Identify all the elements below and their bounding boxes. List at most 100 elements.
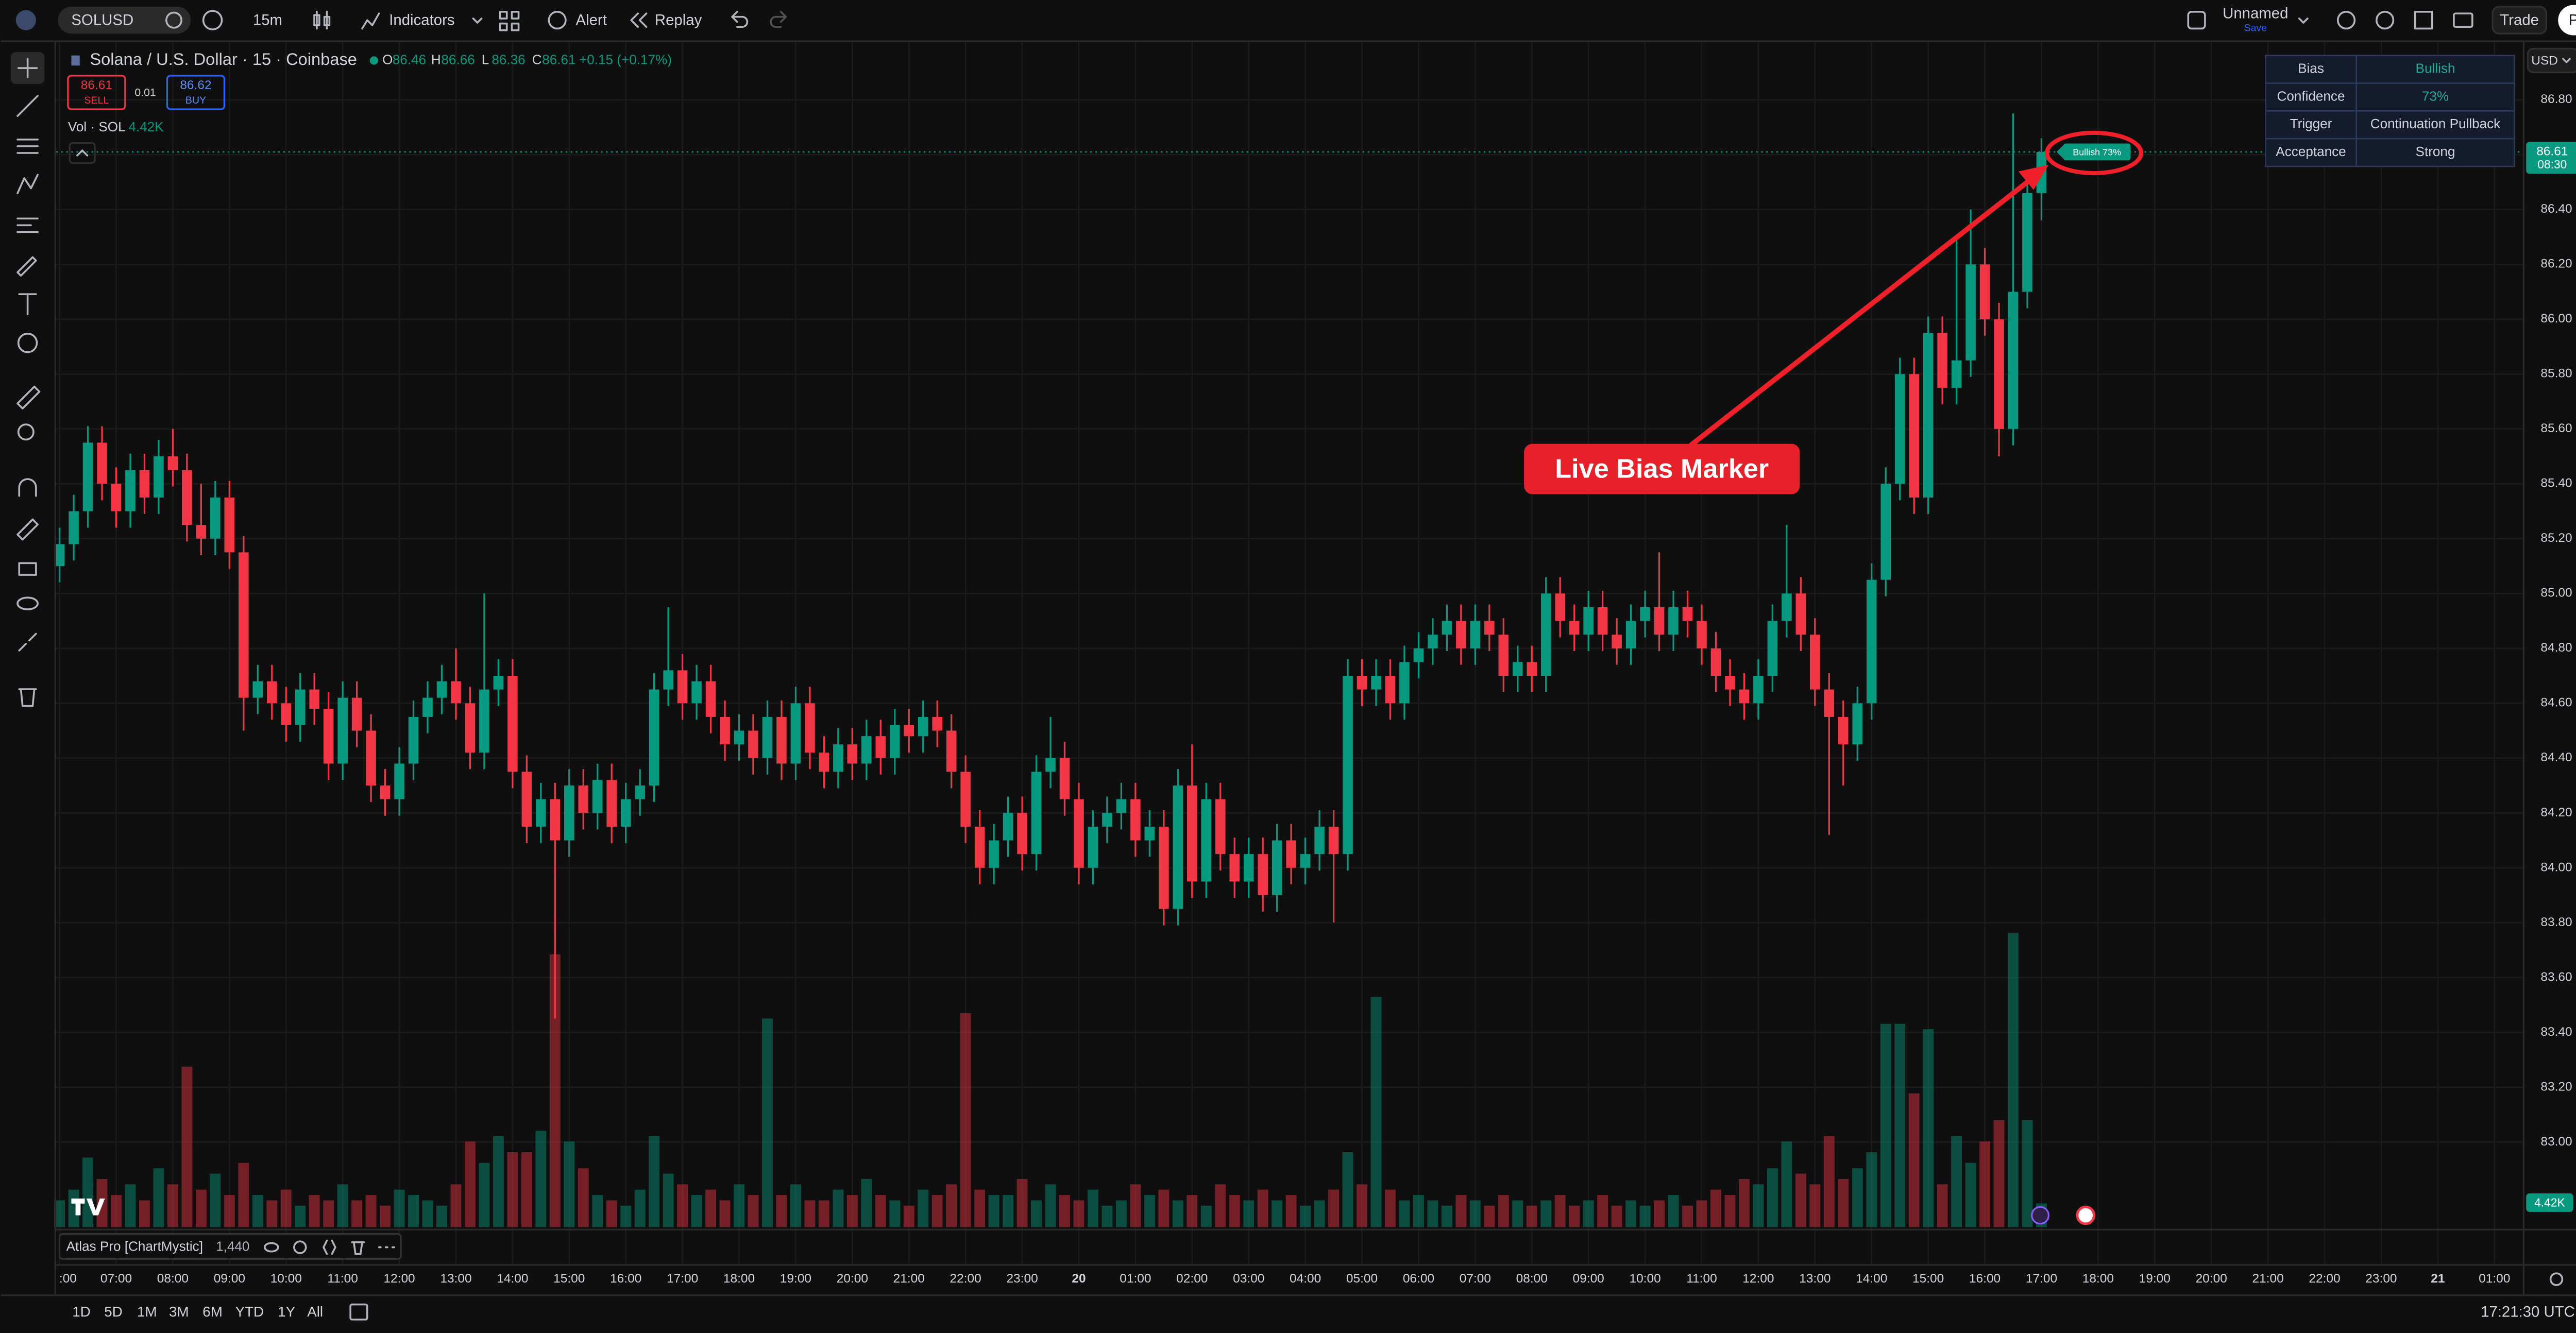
volume-bar <box>1923 1029 1934 1227</box>
undo[interactable] <box>731 11 749 28</box>
brush-tool[interactable] <box>16 256 37 277</box>
indicator-source[interactable] <box>323 1239 336 1255</box>
fullscreen[interactable] <box>2414 11 2433 30</box>
logo[interactable] <box>15 10 36 30</box>
sell-price[interactable]: 86.61 <box>81 78 112 92</box>
currency[interactable]: USD <box>2531 54 2558 68</box>
text-tool[interactable] <box>18 293 37 316</box>
fib-tool[interactable] <box>16 139 39 154</box>
volume-bar <box>1243 1200 1255 1227</box>
x-tick-label: 07:00 <box>1460 1272 1491 1286</box>
vol-label: Vol · SOL <box>68 119 126 134</box>
layout-name[interactable]: Unnamed <box>2223 5 2288 22</box>
x-tick-label: 20 <box>1072 1272 1086 1286</box>
replay-icon[interactable] <box>630 12 648 28</box>
add-symbol[interactable] <box>202 10 223 30</box>
indicators-icon[interactable] <box>361 12 380 30</box>
collapse-icon[interactable] <box>76 149 89 157</box>
layout-menu[interactable] <box>2298 18 2309 24</box>
trash-tool[interactable] <box>18 688 37 707</box>
symbol[interactable]: SOLUSD <box>71 12 133 29</box>
indicator-box[interactable] <box>58 1233 402 1260</box>
candle-body <box>1456 621 1466 648</box>
range-button[interactable]: 6M <box>202 1304 223 1320</box>
alert-icon[interactable] <box>548 11 567 30</box>
candle-body <box>833 744 843 772</box>
snapshot[interactable] <box>2453 12 2473 28</box>
currency-button[interactable] <box>2527 48 2576 73</box>
interval[interactable]: 15m <box>253 12 282 29</box>
candles <box>54 113 2047 1019</box>
volume-bar <box>1880 1023 1891 1227</box>
settings[interactable] <box>2375 11 2395 30</box>
trade-button[interactable] <box>2492 6 2548 35</box>
range-button[interactable]: YTD <box>235 1304 264 1320</box>
layout-icon[interactable] <box>2187 11 2206 30</box>
quick-search[interactable] <box>2336 11 2356 30</box>
save[interactable]: Save <box>2244 23 2267 34</box>
alert[interactable]: Alert <box>576 12 607 29</box>
candle-body <box>139 470 150 498</box>
axis-settings[interactable] <box>2549 1272 2564 1286</box>
layouts[interactable] <box>499 11 520 31</box>
link-tool[interactable] <box>18 633 37 652</box>
candle-body <box>1866 579 1877 704</box>
indicator-name[interactable]: Atlas Pro [ChartMystic] <box>66 1238 203 1254</box>
emoji-tool[interactable] <box>17 333 38 353</box>
zoom-tool[interactable] <box>17 423 35 441</box>
sell-button[interactable] <box>67 75 126 110</box>
ruler-tool[interactable] <box>16 385 41 409</box>
volume-bar <box>450 1184 462 1227</box>
volume-bar <box>833 1189 844 1227</box>
date-range[interactable] <box>349 1303 368 1321</box>
volume-bar <box>1498 1195 1509 1227</box>
range-button[interactable]: 1D <box>72 1304 90 1320</box>
pattern-tool[interactable] <box>16 174 39 195</box>
candle-body <box>1852 703 1863 745</box>
indicator-settings[interactable] <box>293 1240 307 1254</box>
lock-tool[interactable] <box>18 562 37 576</box>
currency-menu[interactable] <box>2562 58 2571 63</box>
symbol-icon[interactable] <box>165 11 182 29</box>
range-button[interactable]: 1M <box>137 1304 157 1320</box>
y-tick-label: 83.40 <box>2540 1025 2572 1039</box>
buy-button[interactable] <box>166 75 226 110</box>
candle-body <box>1059 758 1070 799</box>
indicator-visibility[interactable] <box>263 1242 279 1253</box>
trendline-tool[interactable] <box>16 95 39 117</box>
range-button[interactable]: 5D <box>104 1304 122 1320</box>
lock-draw-tool[interactable] <box>16 518 39 541</box>
indicators-menu[interactable] <box>472 18 483 24</box>
buy-label[interactable]: BUY <box>185 95 206 106</box>
visibility-tool[interactable] <box>16 596 39 610</box>
replay[interactable]: Replay <box>655 12 702 29</box>
collapse-legend[interactable] <box>69 142 96 164</box>
event-icon[interactable] <box>2031 1206 2050 1225</box>
publish-button[interactable] <box>2558 5 2576 36</box>
volume-bar <box>846 1195 858 1227</box>
publish[interactable]: Publish <box>2569 12 2576 29</box>
volume-bar <box>1668 1195 1679 1227</box>
table-value: Strong <box>2416 144 2455 159</box>
flag-icon[interactable] <box>2076 1205 2095 1225</box>
indicators[interactable]: Indicators <box>389 12 454 29</box>
trade[interactable]: Trade <box>2500 12 2539 29</box>
forecast-tool[interactable] <box>16 217 39 233</box>
magnet-tool[interactable] <box>18 478 37 497</box>
volume-bar <box>365 1195 377 1227</box>
range-button[interactable]: 1Y <box>278 1304 295 1320</box>
volume-bar <box>677 1184 688 1227</box>
chart-type[interactable] <box>313 11 331 30</box>
range-button[interactable]: All <box>307 1304 323 1320</box>
indicator-value[interactable]: 1,440 <box>216 1238 249 1254</box>
volume-bar <box>224 1195 235 1227</box>
crosshair-tool[interactable] <box>17 58 38 78</box>
candle-body <box>69 511 79 544</box>
buy-price[interactable]: 86.62 <box>180 78 211 92</box>
table-cell <box>2355 55 2515 84</box>
range-button[interactable]: 3M <box>169 1304 189 1320</box>
redo[interactable] <box>770 11 787 28</box>
symbol-pill[interactable] <box>58 7 191 34</box>
sell-label[interactable]: SELL <box>84 95 109 106</box>
indicator-remove[interactable] <box>351 1241 365 1255</box>
